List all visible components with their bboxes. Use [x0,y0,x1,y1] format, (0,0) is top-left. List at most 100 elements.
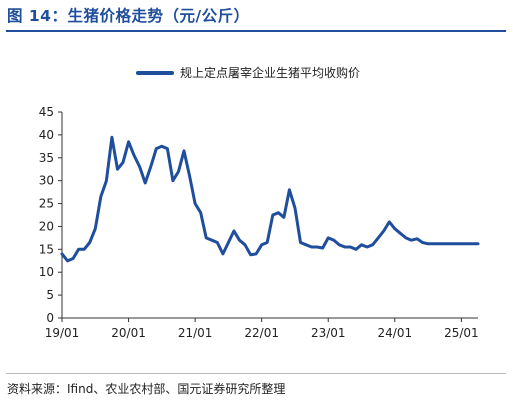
data-point [322,247,324,249]
y-tick-label: 30 [39,174,54,188]
data-point [139,166,141,168]
data-point [244,244,246,246]
x-tick-label: 20/01 [111,326,146,340]
data-point [311,246,313,248]
title-divider [6,30,506,32]
data-point [355,248,357,250]
data-point [405,237,407,239]
y-tick-label: 45 [39,105,54,119]
data-point [455,243,457,245]
data-point [261,244,263,246]
data-point [128,141,130,143]
x-tick-label: 19/01 [45,326,80,340]
data-point [344,246,346,248]
y-tick-label: 20 [39,219,54,233]
data-point [205,237,207,239]
data-point [366,246,368,248]
data-point [133,154,135,156]
data-point [438,243,440,245]
data-point [433,243,435,245]
data-point [349,246,351,248]
data-point [227,241,229,243]
data-point [61,253,63,255]
data-point [394,228,396,230]
data-point [338,244,340,246]
data-point [83,248,85,250]
series-line [60,135,480,263]
y-tick-label: 25 [39,197,54,211]
data-point [166,148,168,150]
y-tick-label: 35 [39,151,54,165]
data-point [316,246,318,248]
figure-title: 图 14：生猪价格走势（元/公斤） [7,7,250,25]
data-point [177,171,179,173]
source-note: 资料来源：Ifind、农业农村部、国元证券研究所整理 [7,382,286,396]
data-point [122,161,124,163]
data-point [361,244,363,246]
data-point [383,230,385,232]
y-tick-label: 15 [39,242,54,256]
y-tick-label: 40 [39,128,54,142]
x-tick-label: 24/01 [378,326,413,340]
data-point [416,238,418,240]
data-point [194,203,196,205]
data-point [422,241,424,243]
data-point [78,248,80,250]
data-point [471,243,473,245]
data-point [333,239,335,241]
data-point [222,253,224,255]
data-point [111,136,113,138]
legend-swatch [136,70,174,75]
legend: 规上定点屠宰企业生猪平均收购价 [136,64,360,81]
data-point [277,212,279,214]
data-point [460,243,462,245]
legend-label: 规上定点屠宰企业生猪平均收购价 [180,66,361,80]
data-point [183,150,185,152]
x-tick-label: 23/01 [311,326,346,340]
x-tick-label: 22/01 [244,326,279,340]
data-point [216,241,218,243]
data-point [105,180,107,182]
data-point [266,241,268,243]
data-point [300,241,302,243]
data-point [233,230,235,232]
y-tick-label: 0 [46,311,54,325]
data-point [100,196,102,198]
data-point [67,260,69,262]
data-point [283,216,285,218]
data-point [427,243,429,245]
data-point [94,228,96,230]
data-point [288,189,290,191]
data-point [377,237,379,239]
y-tick-label: 5 [46,288,54,302]
data-point [305,244,307,246]
data-point [449,243,451,245]
data-point [144,182,146,184]
data-point [477,243,479,245]
data-point [211,239,213,241]
data-point [399,232,401,234]
data-point [444,243,446,245]
data-point [200,212,202,214]
data-point [189,175,191,177]
data-point [250,254,252,256]
data-point [238,239,240,241]
data-point [327,237,329,239]
data-point [466,243,468,245]
x-tick-label: 21/01 [178,326,213,340]
data-point [89,241,91,243]
data-point [372,244,374,246]
data-point [155,148,157,150]
data-point [294,207,296,209]
data-point [172,180,174,182]
data-point [161,145,163,147]
data-point [150,166,152,168]
data-point [255,253,257,255]
data-point [272,214,274,216]
footer-divider [6,373,506,374]
data-point [72,257,74,259]
data-point [116,168,118,170]
data-point [388,221,390,223]
